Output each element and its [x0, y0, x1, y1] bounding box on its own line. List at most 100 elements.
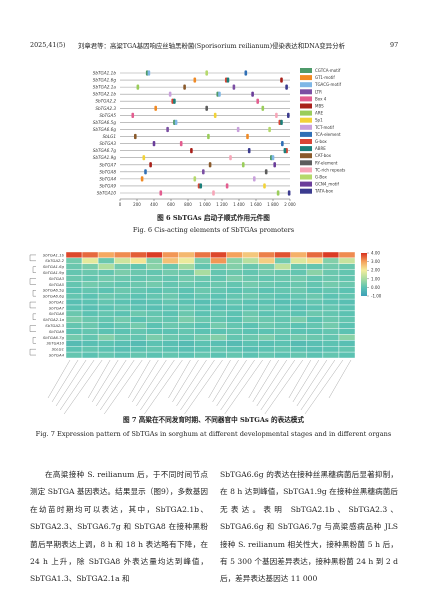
body-paragraph: SbTGA6.6g 的表达在接种丝黑穗病菌后显著抑制，在 8 h 达到峰值，Sb…	[220, 470, 398, 584]
heat-cell	[210, 351, 227, 359]
heat-cell	[146, 346, 163, 353]
heat-cell	[194, 334, 211, 341]
gene-label: SbTGA6.5g	[93, 120, 117, 125]
heat-cell	[338, 287, 356, 294]
heat-cell	[81, 322, 99, 329]
heat-cell	[178, 257, 195, 264]
running-title: 刘章君等：高粱TGA基因响应丝轴黑粉菌(Sporisorium reilianu…	[78, 42, 345, 50]
dendrogram	[32, 337, 36, 344]
heat-cell	[113, 251, 131, 259]
cis-element	[173, 98, 176, 104]
cis-element	[268, 126, 271, 133]
heat-cell	[113, 304, 131, 312]
heat-cell	[306, 257, 324, 264]
heat-cell	[113, 287, 131, 294]
heat-cell	[113, 316, 131, 323]
heat-cell	[226, 287, 243, 294]
row-label: SbTGA1.1b	[43, 252, 65, 257]
x-tick-label: 0	[119, 202, 122, 207]
cis-element	[283, 148, 287, 154]
heat-cell	[130, 328, 147, 335]
row-label: SbTGA10	[46, 341, 64, 346]
legend-label: TCA-element	[314, 132, 341, 137]
heat-cell	[97, 351, 115, 359]
heat-cell	[226, 351, 243, 359]
heat-cell	[194, 351, 211, 359]
heat-cell	[81, 351, 99, 359]
heat-cell	[258, 304, 275, 312]
row-label: SbTGA7	[49, 305, 65, 310]
heat-cell	[97, 287, 115, 294]
heat-cell	[97, 334, 115, 341]
heat-cell	[113, 351, 131, 359]
heat-cell	[210, 310, 227, 317]
cis-element	[251, 91, 254, 97]
legend-swatch	[300, 124, 312, 130]
heat-cell	[97, 346, 115, 353]
cis-element	[226, 77, 230, 83]
heat-cell	[81, 304, 99, 312]
cis-element	[263, 183, 266, 189]
heat-cell	[322, 322, 340, 329]
heat-cell	[242, 257, 259, 264]
heat-cell	[322, 298, 340, 306]
heat-cell	[210, 263, 227, 270]
heat-cell	[178, 328, 195, 335]
heat-cell	[242, 293, 259, 300]
legend-label: ABRE	[315, 146, 326, 151]
cis-element	[140, 176, 144, 182]
cis-element	[168, 91, 172, 97]
heat-cell	[113, 334, 131, 341]
legend-label: G-Box	[315, 175, 327, 180]
heat-cell	[274, 298, 291, 306]
figure-caption-en: Fig. 7 Expression pattern of SbTGAs in s…	[35, 430, 392, 438]
cis-element	[212, 190, 215, 196]
heat-cell	[242, 298, 259, 306]
heat-cell	[226, 269, 243, 276]
heat-cell	[97, 316, 115, 323]
heat-cell	[130, 293, 147, 300]
heat-cell	[97, 340, 115, 347]
legend-label: TC-rich repeats	[314, 167, 345, 172]
column-label-stroke	[100, 359, 135, 411]
heat-cell	[162, 340, 179, 347]
heat-cell	[258, 340, 275, 347]
heat-cell	[290, 322, 308, 329]
legend-label: TGACG-motif	[314, 82, 342, 87]
cis-element	[229, 155, 232, 161]
cis-element	[144, 169, 147, 175]
heat-cell	[226, 304, 243, 312]
heat-cell	[162, 304, 179, 312]
heat-cell	[81, 334, 99, 341]
heat-cell	[226, 316, 243, 323]
heat-cell	[162, 275, 179, 282]
heat-cell	[146, 328, 163, 335]
heat-cell	[146, 257, 163, 264]
heat-cell	[194, 346, 211, 353]
heat-cell	[194, 269, 211, 276]
column-label-stroke	[168, 359, 191, 399]
x-tick-label: 2 000	[284, 202, 296, 207]
cis-element	[264, 169, 268, 175]
heat-cell	[242, 334, 259, 341]
heat-cell	[290, 293, 308, 300]
cis-element	[179, 140, 183, 147]
heat-cell	[322, 346, 340, 353]
row-label: SbTGA6.5g	[43, 288, 65, 293]
column-label-stroke	[95, 359, 127, 407]
heat-cell	[81, 263, 99, 270]
heat-cell	[97, 251, 115, 259]
column-label-stroke	[288, 359, 312, 399]
heat-cell	[338, 328, 356, 335]
heat-cell	[290, 351, 308, 359]
x-tick-label: 800	[184, 202, 192, 207]
column-label-stroke	[212, 359, 239, 403]
heat-cell	[130, 310, 147, 317]
x-tick-label: 1 400	[233, 202, 245, 207]
column-label-stroke	[47, 359, 71, 399]
heat-cell	[274, 351, 291, 359]
legend-label: GCN4_motif	[315, 182, 339, 187]
heat-cell	[113, 269, 131, 276]
heat-cell	[178, 287, 195, 294]
heat-cell	[65, 346, 83, 353]
